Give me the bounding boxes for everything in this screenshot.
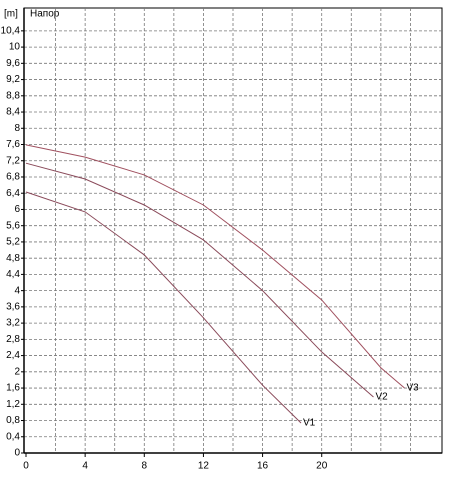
y-tick-label: 6: [14, 204, 20, 215]
y-tick-label: 1,2: [6, 399, 20, 410]
curve: [25, 144, 405, 389]
y-tick-label: 4: [14, 285, 20, 296]
y-tick-label: 5,6: [6, 220, 20, 231]
y-tick-label: 8,4: [6, 107, 20, 118]
x-tick-label: 0: [23, 461, 29, 472]
chart-title: Напор: [30, 9, 60, 20]
y-tick-label: 1,6: [6, 383, 20, 394]
series-label: V3: [407, 383, 420, 394]
x-tick-label: 4: [82, 461, 88, 472]
y-tick-label: 4,4: [6, 269, 20, 280]
series-label: V2: [375, 392, 388, 403]
y-tick-label: 2: [14, 366, 20, 377]
y-tick-label: 8,8: [6, 90, 20, 101]
y-tick-label: 8: [14, 123, 20, 134]
x-tick-label: 12: [198, 461, 210, 472]
y-tick-label: 4,8: [6, 253, 20, 264]
y-tick-label: 0,4: [6, 431, 20, 442]
x-tick-label: 8: [142, 461, 148, 472]
y-tick-label: 10: [9, 42, 21, 53]
y-tick-label: 2,4: [6, 350, 20, 361]
y-tick-label: 6,4: [6, 188, 20, 199]
y-tick-label: 9,2: [6, 74, 20, 85]
y-tick-label: 3,6: [6, 302, 20, 313]
x-tick-label: 20: [316, 461, 328, 472]
x-tick-label: 16: [257, 461, 269, 472]
y-tick-label: 2,8: [6, 334, 20, 345]
curve: [25, 162, 374, 398]
y-tick-label: 7,6: [6, 139, 20, 150]
y-unit: [m]: [4, 9, 18, 20]
y-tick-label: 9,6: [6, 58, 20, 69]
y-tick-label: 10,4: [1, 25, 21, 36]
curve: [25, 191, 302, 424]
y-tick-label: 0,8: [6, 415, 20, 426]
series-label: V1: [303, 418, 316, 429]
y-tick-label: 3,2: [6, 318, 20, 329]
y-tick-label: 5,2: [6, 237, 20, 248]
y-tick-label: 7,2: [6, 155, 20, 166]
y-tick-label: 0: [14, 448, 20, 459]
y-tick-label: 6,8: [6, 172, 20, 183]
